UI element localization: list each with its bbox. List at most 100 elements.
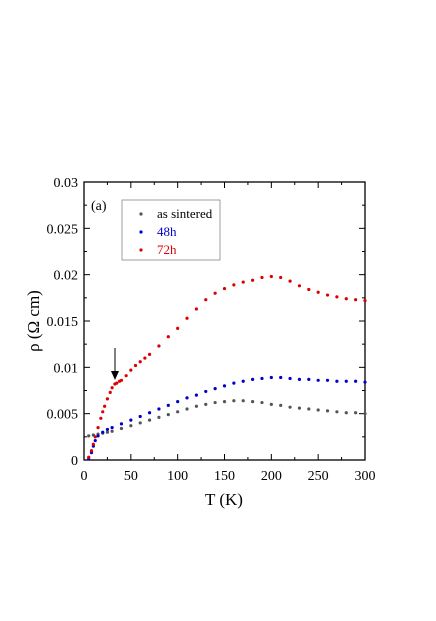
data-point [335,410,339,414]
data-point [363,380,367,384]
data-point [129,368,133,372]
data-point [316,378,320,382]
panel-label: (a) [91,199,107,214]
data-point [115,381,119,385]
data-point [260,376,264,381]
data-point [213,400,217,405]
data-point [232,399,236,403]
data-point [316,408,320,412]
data-point [89,449,94,453]
legend-marker-48h [139,230,143,234]
data-point [119,378,124,382]
x-tick-label: 50 [124,469,138,484]
data-point [260,400,264,405]
data-point [297,377,302,381]
data-point [93,438,97,443]
data-point [325,409,330,413]
y-tick-label: 0.025 [47,222,79,237]
series-as-sintered [87,399,367,438]
data-point [166,335,170,339]
data-point [157,415,161,419]
data-point [124,374,128,378]
data-point [288,405,292,409]
y-tick-label: 0 [71,454,78,469]
data-point [204,389,208,394]
x-tick-label: 0 [81,469,88,484]
legend-entry-as-sintered: as sintered [139,206,213,221]
data-point [110,429,114,433]
data-point [138,421,142,425]
x-tick-label: 200 [261,469,282,484]
legend-entry-48h: 48h [139,224,177,239]
data-point [222,286,227,291]
data-point [222,400,227,404]
data-point [147,411,152,415]
data-point [194,307,198,311]
data-point [232,381,236,385]
legend-marker-as-sintered [139,212,143,216]
data-point [213,387,217,391]
data-point [288,376,292,381]
data-point [138,414,142,419]
data-point [87,434,91,438]
data-point [251,377,255,381]
legend-label-72h: 72h [157,242,177,257]
data-point [354,411,358,415]
data-point [307,377,311,381]
data-point [157,407,161,411]
data-point [251,278,255,282]
data-point [176,410,180,414]
data-point [354,298,358,302]
x-tick-label: 300 [355,469,376,484]
data-point [260,275,264,280]
y-tick-label: 0.02 [54,269,79,284]
data-point [335,295,339,299]
data-point [204,402,208,406]
data-point [176,400,180,404]
legend-label-48h: 48h [157,224,177,239]
data-point [307,287,311,292]
data-point [99,416,103,420]
data-point [279,403,283,407]
annotation-arrow [111,348,119,380]
data-point [185,396,189,400]
data-point [103,404,107,408]
data-point [232,283,236,287]
y-axis-title: ρ (Ω cm) [24,290,43,352]
data-point [297,406,302,410]
data-point [241,399,245,403]
data-point [101,430,105,434]
data-point [297,284,302,288]
data-point [176,326,180,331]
data-point [93,435,97,439]
data-point [344,379,348,383]
data-point [194,393,198,397]
data-point [157,344,161,348]
data-point [335,379,339,383]
legend-label-as-sintered: as sintered [157,206,213,221]
legend: as sintered 48h 72h [121,199,221,261]
data-point [251,400,255,404]
data-point [185,407,189,411]
data-point [147,418,152,422]
data-point [269,274,273,279]
data-point [194,404,198,408]
data-point [316,290,320,294]
y-tick-label: 0.03 [54,176,79,191]
x-tick-label: 100 [167,469,188,484]
y-tick-label: 0.005 [47,408,79,423]
y-tick-label: 0.01 [54,361,79,376]
data-point [279,375,283,380]
data-point [105,430,110,434]
data-point [269,402,273,406]
data-point [325,378,330,382]
data-point [185,316,189,320]
data-point [110,386,114,390]
data-point [354,379,358,383]
legend-marker-72h [139,248,143,252]
data-point [143,356,147,360]
data-point [96,425,100,430]
data-point [241,280,245,284]
x-axis-title: T (K) [205,490,243,509]
